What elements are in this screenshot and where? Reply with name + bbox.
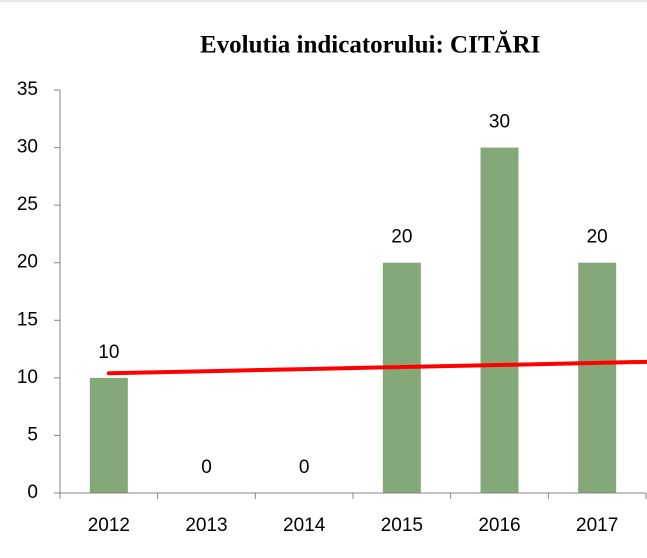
y-tick-label: 5 [27, 424, 38, 445]
data-label: 10 [98, 342, 119, 363]
data-label: 0 [201, 457, 212, 478]
x-tick-label: 2013 [185, 515, 227, 536]
y-tick-label: 25 [17, 194, 38, 215]
x-tick-label: 2017 [576, 515, 618, 536]
data-label: 20 [587, 227, 608, 248]
x-tick-label: 2015 [381, 515, 423, 536]
x-tick-label: 2014 [283, 515, 326, 536]
chart-title: Evolutia indicatorului: CITĂRI [200, 31, 540, 59]
data-label: 30 [489, 112, 510, 133]
bar [382, 262, 421, 493]
y-tick-label: 35 [17, 79, 38, 100]
y-tick-label: 0 [27, 482, 38, 503]
bar [89, 377, 128, 493]
y-tick-label: 10 [17, 367, 38, 388]
data-label: 20 [391, 227, 412, 248]
bar [480, 147, 519, 494]
data-label: 0 [299, 457, 310, 478]
bar [578, 262, 617, 493]
y-tick-label: 20 [17, 252, 38, 273]
x-tick-label: 2016 [478, 515, 520, 536]
y-tick-label: 30 [17, 137, 38, 158]
y-tick-label: 15 [17, 309, 38, 330]
x-tick-label: 2012 [88, 515, 130, 536]
reference-line [106, 359, 647, 376]
